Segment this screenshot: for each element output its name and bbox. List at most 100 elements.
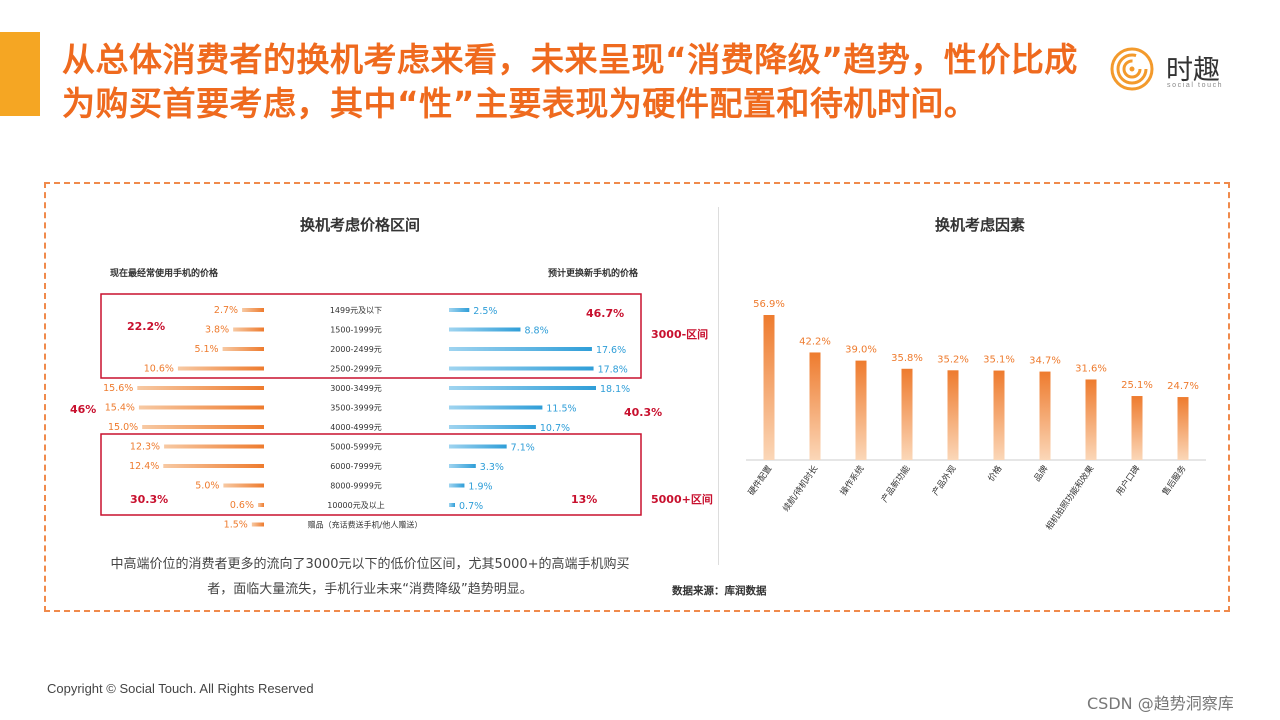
watermark: CSDN @趋势洞察库 — [1087, 694, 1234, 713]
current-price-bar — [242, 308, 264, 312]
factor-category-label: 售后服务 — [1160, 463, 1189, 498]
factor-category-label: 产品新功能 — [879, 463, 913, 505]
factor-bar — [1085, 379, 1097, 460]
factor-bar — [993, 370, 1005, 460]
current-price-bar — [251, 522, 264, 527]
chart-note: 中高端价位的消费者更多的流向了3000元以下的低价位区间，尤其5000+的高端手… — [110, 557, 630, 597]
data-source: 数据来源：库润数据 — [672, 585, 767, 597]
factor-value: 39.0% — [845, 345, 877, 356]
group-mid-future: 40.3% — [624, 406, 662, 419]
current-price-value: 10.6% — [144, 364, 174, 375]
factor-category-label: 品牌 — [1032, 463, 1051, 484]
current-price-label: 现在最经常使用手机的价格 — [110, 269, 219, 279]
future-price-value: 11.5% — [546, 404, 576, 415]
future-price-value: 1.9% — [468, 482, 492, 493]
price-category-label: 1500-1999元 — [330, 326, 382, 335]
current-price-value: 2.7% — [214, 305, 238, 316]
page-title: 从总体消费者的换机考虑来看，未来呈现“消费降级”趋势，性价比成为购买首要考虑，其… — [62, 40, 1078, 123]
current-price-value: 15.6% — [103, 383, 133, 394]
future-price-value: 3.3% — [480, 462, 504, 473]
current-price-value: 12.3% — [130, 442, 160, 453]
factor-value: 35.8% — [891, 353, 923, 364]
factor-value: 42.2% — [799, 336, 831, 347]
group-low-future: 46.7% — [586, 307, 624, 320]
factor-category-label: 相机拍照功能和效果 — [1044, 463, 1097, 532]
future-price-bar — [449, 503, 455, 507]
future-price-value: 8.8% — [524, 326, 548, 337]
factor-category-label: 操作系统 — [838, 463, 867, 498]
price-category-label: 2500-2999元 — [330, 365, 382, 374]
factor-bar — [1177, 397, 1189, 460]
future-price-value: 2.5% — [473, 306, 497, 317]
group-high-future: 13% — [571, 493, 597, 506]
future-price-bar — [449, 464, 476, 468]
right-panel-title: 换机考虑因素 — [935, 216, 1026, 234]
price-category-label: 3500-3999元 — [330, 404, 382, 413]
group-low-name: 3000-区间 — [651, 328, 708, 341]
current-price-value: 1.5% — [224, 520, 248, 531]
factor-bar — [1131, 396, 1143, 460]
price-category-label: 1499元及以下 — [330, 306, 382, 315]
factor-bar — [855, 360, 867, 460]
factor-category-label: 价格 — [986, 463, 1005, 484]
future-price-bar — [449, 308, 470, 312]
future-price-label: 预计更换新手机的价格 — [548, 269, 639, 279]
future-price-value: 7.1% — [511, 443, 535, 454]
price-category-label: 8000-9999元 — [330, 482, 382, 491]
factor-value: 35.2% — [937, 354, 969, 365]
current-price-bar — [138, 405, 264, 410]
future-price-bar — [449, 425, 536, 429]
content-frame — [44, 182, 1230, 612]
factor-value: 25.1% — [1121, 380, 1153, 391]
factor-bar — [809, 352, 821, 460]
current-price-bar — [142, 425, 264, 429]
future-price-bar — [449, 405, 543, 410]
current-price-bar — [137, 386, 264, 390]
future-price-bar — [449, 444, 507, 449]
factor-value: 34.7% — [1029, 356, 1061, 367]
future-price-bar — [449, 327, 521, 332]
price-category-label: 2000-2499元 — [330, 345, 382, 354]
factor-bar — [1039, 371, 1051, 460]
group-mid-current: 46% — [70, 403, 96, 416]
price-category-label: 10000元及以上 — [327, 501, 384, 510]
future-price-bar — [449, 366, 594, 371]
logo-subtitle: social touch — [1167, 82, 1224, 89]
current-price-value: 15.4% — [105, 403, 135, 414]
accent-bar — [0, 32, 40, 116]
future-price-value: 17.8% — [598, 365, 628, 376]
current-price-value: 5.1% — [194, 344, 218, 355]
factor-value: 56.9% — [753, 299, 785, 310]
logo-text: 时趣 — [1166, 55, 1220, 86]
current-price-bar — [258, 503, 264, 507]
copyright: Copyright © Social Touch. All Rights Res… — [47, 681, 314, 696]
factor-value: 24.7% — [1167, 381, 1199, 392]
current-price-bar — [163, 464, 264, 468]
group-box-low — [100, 293, 642, 379]
left-panel-title: 换机考虑价格区间 — [300, 216, 421, 234]
future-price-bar — [449, 386, 596, 390]
group-low-current: 22.2% — [127, 320, 165, 333]
current-price-value: 15.0% — [108, 422, 138, 433]
current-price-bar — [233, 327, 264, 332]
factor-bar — [947, 370, 959, 460]
logo-spiral-icon — [1110, 47, 1154, 91]
price-category-label: 4000-4999元 — [330, 423, 382, 432]
factor-value: 31.6% — [1075, 363, 1107, 374]
future-price-value: 0.7% — [459, 501, 483, 512]
current-price-value: 5.0% — [195, 481, 219, 492]
factor-value: 35.1% — [983, 355, 1015, 366]
future-price-value: 17.6% — [596, 345, 626, 356]
current-price-value: 0.6% — [230, 500, 254, 511]
group-high-name: 5000+区间 — [651, 493, 713, 506]
factor-bar — [901, 368, 913, 460]
current-price-bar — [177, 366, 264, 371]
future-price-value: 18.1% — [600, 384, 630, 395]
factor-category-label: 产品外观 — [930, 463, 959, 498]
price-category-label: 3000-3499元 — [330, 384, 382, 393]
price-category-label: 6000-7999元 — [330, 462, 382, 471]
factor-bar — [763, 315, 775, 460]
current-price-bar — [223, 483, 264, 488]
